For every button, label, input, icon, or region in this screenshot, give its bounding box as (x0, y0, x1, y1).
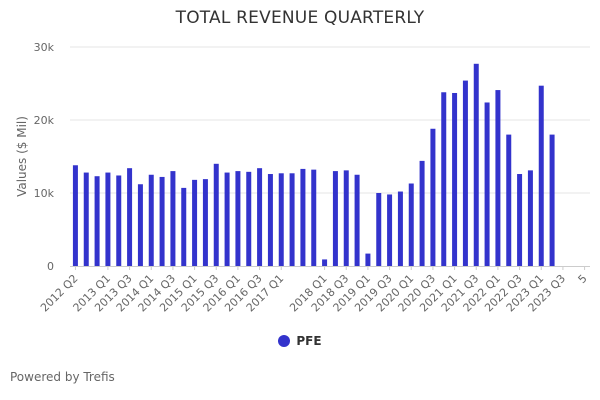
bar[interactable] (354, 174, 360, 266)
bar[interactable] (430, 128, 436, 266)
y-tick-label: 30k (34, 41, 55, 54)
bar[interactable] (322, 259, 328, 266)
bar[interactable] (517, 174, 523, 266)
bar[interactable] (105, 172, 111, 266)
bar[interactable] (343, 170, 349, 266)
y-tick-label: 10k (34, 187, 55, 200)
bar[interactable] (278, 173, 284, 266)
legend: PFE (0, 334, 600, 348)
bar[interactable] (213, 163, 219, 266)
bar[interactable] (527, 170, 533, 266)
bar[interactable] (202, 179, 208, 266)
bars (72, 63, 555, 267)
bar[interactable] (300, 168, 306, 266)
bar[interactable] (549, 134, 555, 266)
bar[interactable] (94, 176, 100, 266)
bar[interactable] (419, 160, 425, 266)
bar[interactable] (408, 183, 414, 266)
bar[interactable] (506, 134, 512, 266)
gridlines (70, 46, 590, 194)
bar[interactable] (289, 173, 295, 266)
bar[interactable] (387, 194, 393, 266)
bar[interactable] (365, 253, 371, 266)
bar[interactable] (72, 165, 78, 266)
legend-marker-pfe[interactable] (278, 335, 291, 347)
powered-by-credit: Powered by Trefis (10, 370, 115, 384)
bar[interactable] (148, 174, 154, 266)
bar[interactable] (137, 184, 143, 266)
bar[interactable] (397, 191, 403, 266)
bar[interactable] (495, 90, 501, 266)
chart-title: TOTAL REVENUE QUARTERLY (175, 8, 425, 28)
y-axis-ticks: 0 10k 20k 30k (34, 41, 55, 273)
bar[interactable] (452, 92, 458, 267)
bar[interactable] (376, 193, 382, 266)
bar[interactable] (159, 176, 165, 266)
bar[interactable] (170, 171, 176, 266)
bar[interactable] (257, 168, 263, 266)
y-axis-label: Values ($ Mil) (15, 116, 29, 197)
bar[interactable] (484, 102, 490, 266)
bar[interactable] (246, 171, 252, 266)
x-tick-label: 5 (576, 272, 590, 286)
bar[interactable] (311, 169, 317, 266)
bar[interactable] (192, 179, 198, 266)
legend-label-pfe[interactable]: PFE (296, 334, 322, 348)
bar[interactable] (127, 168, 133, 266)
y-tick-label: 20k (34, 114, 55, 127)
bar[interactable] (181, 187, 187, 266)
y-tick-label: 0 (47, 260, 54, 273)
bar[interactable] (224, 172, 230, 266)
bar[interactable] (235, 171, 241, 266)
bar[interactable] (267, 174, 273, 266)
bar[interactable] (462, 80, 468, 266)
bar[interactable] (441, 92, 447, 266)
bar[interactable] (332, 171, 338, 266)
bar[interactable] (116, 175, 122, 266)
bar[interactable] (83, 172, 89, 266)
bar[interactable] (538, 85, 544, 266)
bar[interactable] (473, 63, 479, 266)
